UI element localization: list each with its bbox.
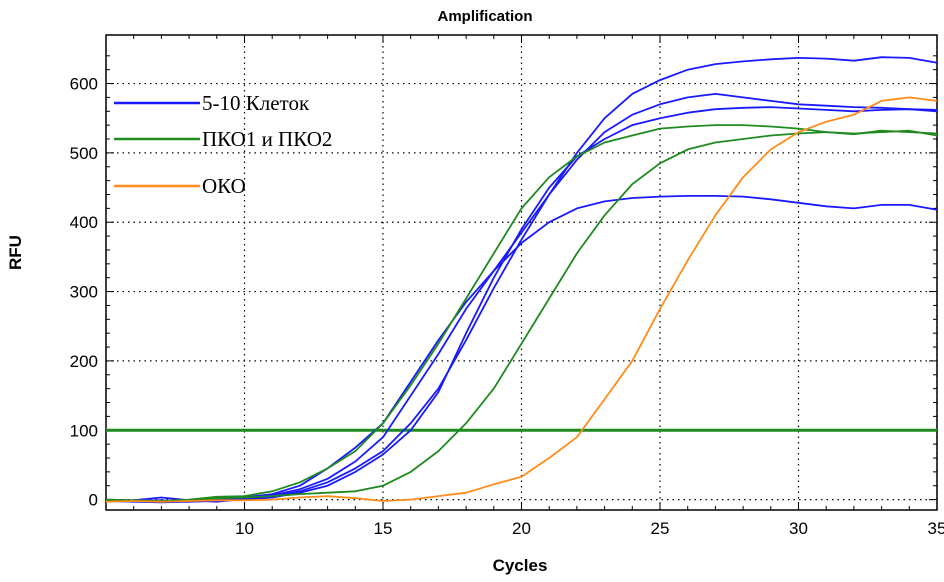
series-line-5	[105, 124, 938, 502]
series-line-7	[105, 96, 938, 503]
x-tick-label: 35	[928, 519, 944, 538]
y-tick-label: 100	[70, 421, 98, 440]
legend-label: ПКО1 и ПКО2	[202, 127, 332, 151]
x-tick-label: 25	[651, 519, 670, 538]
y-tick-label: 300	[70, 283, 98, 302]
legend-label: 5-10 Клеток	[202, 91, 310, 115]
series-line-6	[106, 129, 938, 503]
x-tick-label: 20	[512, 519, 531, 538]
legend-label: ОКО	[202, 174, 246, 198]
y-tick-label: 600	[70, 75, 98, 94]
x-tick-label: 10	[235, 519, 254, 538]
y-tick-label: 200	[70, 352, 98, 371]
y-tick-label: 400	[70, 213, 98, 232]
x-tick-label: 15	[374, 519, 393, 538]
y-tick-label: 500	[70, 144, 98, 163]
series-line-1	[105, 93, 938, 504]
x-tick-label: 30	[789, 519, 808, 538]
y-tick-label: 0	[89, 491, 98, 510]
x-axis-title: Cycles	[492, 556, 548, 575]
chart-title: Amplification	[437, 8, 533, 25]
